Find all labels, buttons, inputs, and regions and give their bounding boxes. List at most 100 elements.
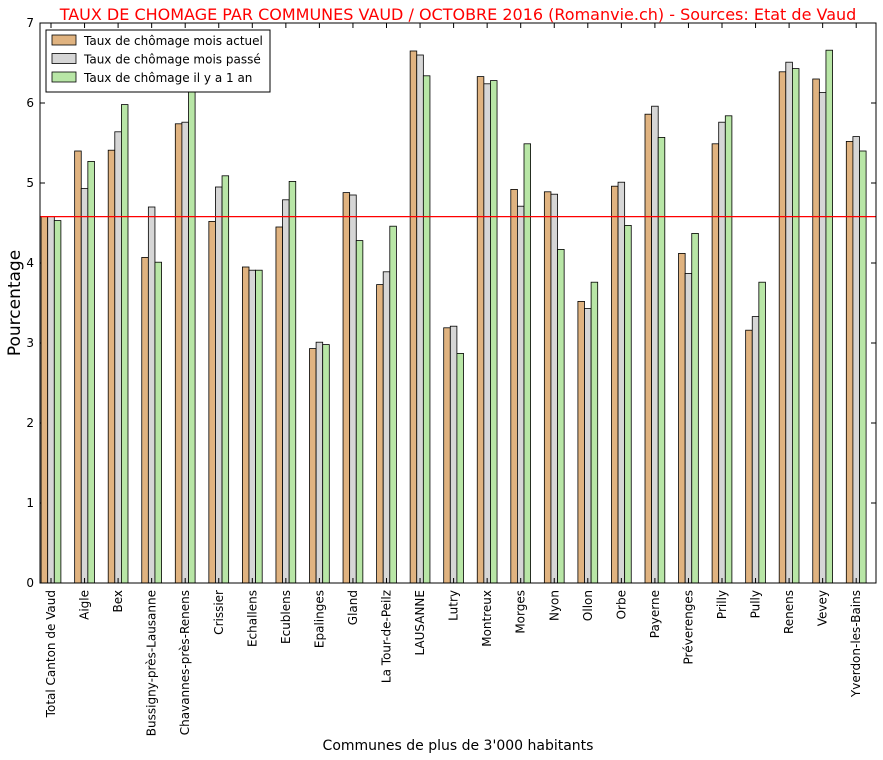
legend-label: Taux de chômage mois passé [83, 53, 261, 67]
x-tick-label: Orbe [614, 590, 628, 619]
bar-series-3 [322, 344, 330, 584]
bar-series-2 [282, 199, 290, 584]
bar-series-1 [141, 256, 149, 584]
y-tick-label: 5 [26, 176, 34, 190]
bar-series-2 [617, 181, 626, 584]
x-tick-label: Aigle [78, 590, 92, 620]
bar-series-1 [174, 123, 183, 584]
x-axis: Total Canton de Vaud Aigle Bex Bussigny-prè… [44, 23, 863, 736]
bar-series-2 [449, 325, 458, 584]
bar-series-1 [678, 252, 686, 584]
bar-series-1 [208, 220, 216, 584]
plot-frame [39, 22, 877, 584]
bar-series-3 [121, 104, 129, 584]
bar-series-1 [275, 226, 283, 584]
bar-series-2 [147, 206, 156, 584]
bar-series-3 [490, 80, 498, 584]
bar-series-2 [181, 121, 189, 584]
bar-series-1 [376, 284, 384, 584]
bar-series-2 [315, 341, 324, 584]
bar-series-2 [47, 216, 55, 584]
bar-series-1 [409, 50, 418, 584]
y-axis-label: Pourcentage [5, 250, 25, 356]
bar-series-1 [577, 300, 585, 584]
bar-series-1 [611, 185, 619, 584]
bar-series-2 [382, 271, 391, 584]
x-tick-label: Prilly [715, 590, 729, 619]
x-tick-label: Renens [782, 590, 796, 634]
x-tick-label: Vevey [816, 590, 830, 626]
bar-series-1 [778, 71, 787, 584]
bar-series-2 [852, 136, 860, 584]
bar-series-3 [422, 75, 431, 584]
bar-series-1 [812, 78, 820, 584]
y-tick-label: 0 [26, 576, 34, 590]
x-tick-label: Nyon [547, 590, 561, 621]
bar-series-1 [443, 327, 451, 584]
bar-series-2 [818, 92, 827, 584]
bar-series-3 [255, 269, 263, 584]
bar-series-3 [792, 68, 800, 584]
bar-series-1 [745, 329, 753, 584]
x-tick-label: Morges [514, 590, 528, 634]
bar-series-2 [684, 272, 693, 584]
y-tick-label: 6 [26, 96, 34, 110]
bar-series-3 [758, 281, 766, 584]
bar-series-3 [456, 352, 464, 584]
bar-series-1 [644, 113, 652, 584]
y-tick-label: 1 [26, 496, 34, 510]
bar-series-2 [215, 186, 223, 584]
bar-series-3 [355, 240, 364, 584]
bar-series-2 [483, 83, 491, 584]
legend-label: Taux de chômage mois actuel [83, 34, 263, 48]
bar-series-3 [523, 143, 531, 584]
legend-swatch [51, 53, 77, 64]
x-tick-label: Ollon [581, 590, 595, 621]
bar-series-1 [342, 192, 351, 584]
x-axis-label: Communes de plus de 3'000 habitants [323, 738, 594, 754]
x-tick-label: Lutry [447, 590, 461, 621]
bar-series-3 [724, 115, 733, 584]
x-tick-label: Epalinges [312, 590, 326, 648]
bar-series-1 [241, 266, 250, 584]
bar-series-3 [288, 180, 297, 584]
bar-series-1 [74, 150, 82, 584]
x-tick-label: Bussigny-près-Lausanne [145, 590, 159, 736]
x-tick-label: Bex [111, 590, 125, 613]
bar-series-3 [188, 88, 196, 584]
x-tick-label: Ecublens [279, 590, 293, 644]
bar-series-2 [550, 193, 558, 584]
bar-series-3 [691, 232, 699, 584]
bar-series-1 [107, 149, 116, 584]
legend-swatch [51, 34, 77, 46]
bar-series-3 [590, 281, 599, 584]
x-tick-label: Gland [346, 590, 360, 625]
bar-series-3 [221, 175, 230, 584]
bar-series-2 [416, 54, 424, 584]
bar-series-3 [53, 220, 62, 584]
y-tick-label: 3 [26, 336, 34, 350]
x-tick-label: Yverdon-les-Bains [849, 590, 863, 698]
bar-series-1 [510, 188, 518, 584]
bar-series-2 [248, 269, 256, 584]
legend-label: Taux de chômage il y a 1 an [83, 71, 252, 85]
bar-series-3 [859, 150, 867, 584]
bar-series-2 [651, 105, 659, 584]
bar-series-3 [557, 248, 565, 584]
x-tick-label: LAUSANNE [413, 590, 427, 656]
x-tick-label: Préverenges [681, 590, 695, 664]
legend: Taux de chômage mois actuel Taux de chôma… [45, 29, 271, 93]
x-tick-label: Montreux [480, 590, 494, 647]
bar-series-1 [40, 216, 49, 584]
bar-series-2 [751, 316, 760, 584]
bar-series-1 [543, 191, 552, 584]
legend-swatch [51, 71, 77, 83]
bar-series-2 [517, 205, 525, 584]
chart-title: TAUX DE CHOMAGE PAR COMMUNES VAUD / OCTO… [59, 5, 857, 24]
bar-series-3 [657, 136, 666, 584]
bar-series-3 [154, 261, 162, 584]
bar-series-2 [80, 188, 89, 584]
bar-series-2 [718, 121, 726, 584]
bar-series-1 [845, 140, 854, 584]
